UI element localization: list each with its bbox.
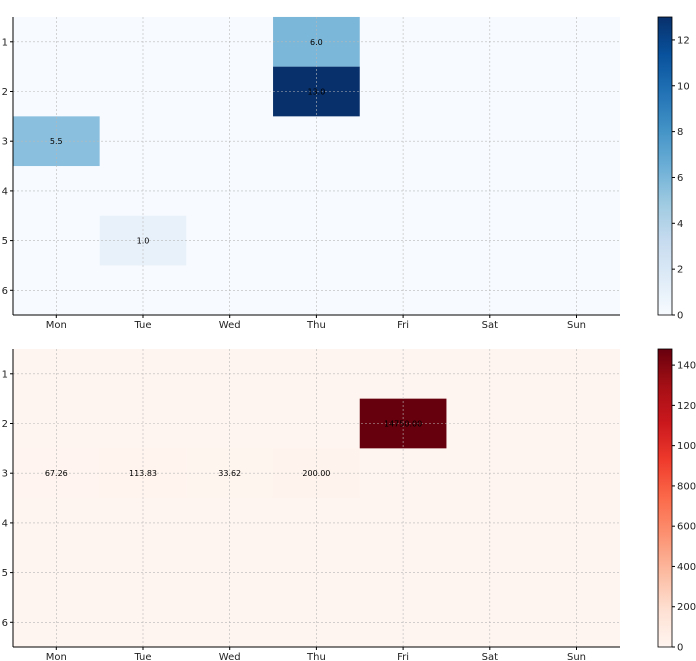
colorbar-tick-label: 0: [677, 643, 683, 654]
cell-value-label: 1.0: [137, 237, 150, 246]
x-tick-label: Sun: [567, 652, 586, 661]
y-tick-label: 4: [2, 518, 8, 529]
colorbar: [658, 17, 672, 315]
x-tick-label: Mon: [46, 652, 67, 661]
y-tick-label: 1: [2, 37, 8, 48]
y-tick-label: 4: [2, 186, 8, 197]
colorbar-tick-label: 14000: [677, 361, 696, 372]
y-tick-label: 3: [2, 137, 8, 148]
colorbar-tick-label: 8000: [677, 481, 696, 492]
x-tick-label: Sun: [567, 320, 586, 331]
colorbar-tick-label: 10000: [677, 441, 696, 452]
cell-value-label: 67.26: [45, 469, 68, 478]
x-tick-label: Thu: [306, 320, 326, 331]
cell-value-label: 5.5: [50, 137, 63, 146]
colorbar-tick-label: 0: [677, 311, 683, 322]
x-tick-label: Mon: [46, 320, 67, 331]
colorbar-tick-label: 8: [677, 127, 683, 138]
y-tick-label: 5: [2, 236, 8, 247]
y-tick-label: 2: [2, 419, 8, 430]
y-tick-label: 6: [2, 286, 8, 297]
cell-value-label: 13.0: [307, 88, 325, 97]
colorbar: [658, 349, 672, 647]
colorbar-tick-label: 6000: [677, 522, 696, 533]
x-tick-label: Thu: [306, 652, 326, 661]
colorbar-tick-label: 6: [677, 173, 683, 184]
x-tick-label: Fri: [397, 320, 409, 331]
colorbar-tick-label: 12000: [677, 401, 696, 412]
colorbar-frame: [657, 348, 673, 648]
x-tick-label: Tue: [133, 320, 151, 331]
colorbar-tick-label: 12: [677, 35, 690, 46]
x-tick-label: Wed: [219, 652, 241, 661]
cell-value-label: 33.62: [218, 469, 241, 478]
x-tick-label: Fri: [397, 652, 409, 661]
y-tick-label: 6: [2, 618, 8, 629]
y-tick-label: 3: [2, 469, 8, 480]
colorbar-tick-label: 2000: [677, 602, 696, 613]
x-tick-label: Sat: [482, 652, 498, 661]
colorbar-tick-label: 4: [677, 219, 683, 230]
cell-value-label: 14750.00: [384, 420, 422, 429]
x-tick-label: Tue: [133, 652, 151, 661]
x-tick-label: Wed: [219, 320, 241, 331]
heatmap-bottom: 14750.00 67.26 113.83 33.62 200.00 Mon Tue Wed T…: [2, 348, 696, 661]
colorbar-tick-label: 10: [677, 81, 690, 92]
cell-value-label: 113.83: [129, 469, 157, 478]
cell-value-label: 200.00: [302, 469, 330, 478]
y-tick-label: 5: [2, 568, 8, 579]
colorbar-frame: [657, 16, 673, 316]
colorbar-tick-label: 4000: [677, 562, 696, 573]
y-tick-label: 1: [2, 369, 8, 380]
y-tick-label: 2: [2, 87, 8, 98]
cell-value-label: 6.0: [310, 38, 323, 47]
colorbar-tick-label: 2: [677, 265, 683, 276]
x-tick-label: Sat: [482, 320, 498, 331]
